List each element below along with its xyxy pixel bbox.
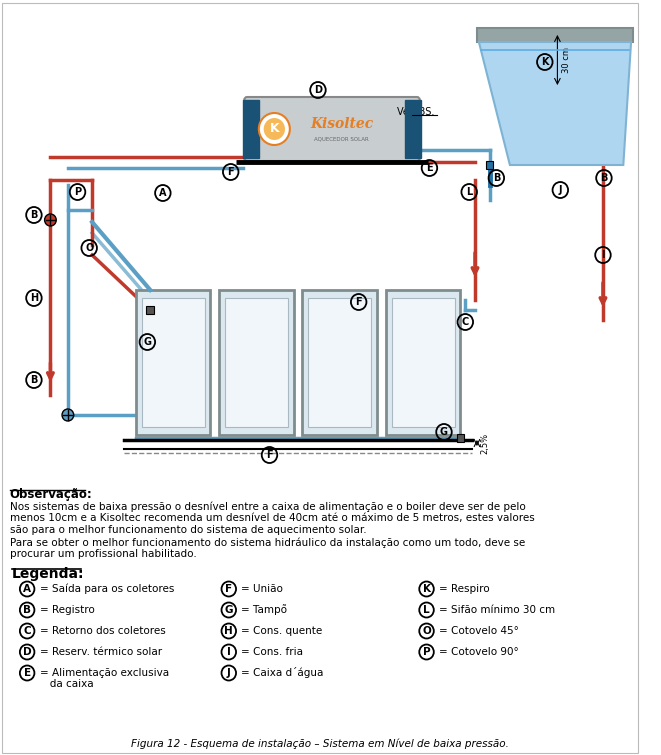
Text: A: A <box>23 584 31 594</box>
Bar <box>146 306 154 314</box>
Text: F: F <box>225 584 232 594</box>
Text: = Cotovelo 45°: = Cotovelo 45° <box>439 626 519 636</box>
Text: I: I <box>602 250 605 260</box>
Text: J: J <box>559 185 562 195</box>
Text: procurar um profissional habilitado.: procurar um profissional habilitado. <box>10 549 196 559</box>
Text: = Cons. fria: = Cons. fria <box>241 647 303 657</box>
Circle shape <box>259 113 290 145</box>
Text: OBS.: OBS. <box>412 107 436 117</box>
Text: O: O <box>85 243 93 253</box>
Bar <box>391 298 455 427</box>
Text: = Retorno dos coletores: = Retorno dos coletores <box>40 626 165 636</box>
Bar <box>303 290 377 435</box>
Circle shape <box>44 214 56 226</box>
Text: Observação:: Observação: <box>10 488 93 501</box>
Text: E: E <box>24 668 30 678</box>
Text: são para o melhor funcionamento do sistema de aquecimento solar.: são para o melhor funcionamento do siste… <box>10 525 366 535</box>
Text: = União: = União <box>241 584 284 594</box>
Bar <box>136 290 210 435</box>
Text: K: K <box>422 584 430 594</box>
Text: C: C <box>23 626 31 636</box>
Bar <box>219 290 293 435</box>
Text: 30 cm: 30 cm <box>563 47 571 73</box>
Bar <box>225 298 288 427</box>
Text: B: B <box>30 210 38 220</box>
Text: = Cotovelo 90°: = Cotovelo 90° <box>439 647 519 657</box>
Text: = Tampõ: = Tampõ <box>241 605 288 615</box>
Text: da caixa: da caixa <box>40 679 93 689</box>
Text: Para se obter o melhor funcionamento do sistema hidráulico da instalação como um: Para se obter o melhor funcionamento do … <box>10 537 525 547</box>
Text: J: J <box>227 668 231 678</box>
Text: = Alimentação exclusiva: = Alimentação exclusiva <box>40 668 169 678</box>
FancyBboxPatch shape <box>245 97 420 161</box>
Text: = Reserv. térmico solar: = Reserv. térmico solar <box>40 647 162 657</box>
Text: K: K <box>541 57 549 67</box>
Text: = Cons. quente: = Cons. quente <box>241 626 323 636</box>
Circle shape <box>62 409 73 421</box>
Polygon shape <box>477 28 633 42</box>
Bar <box>405 100 420 158</box>
Text: D: D <box>23 647 32 657</box>
Bar <box>308 298 371 427</box>
Text: G: G <box>440 427 448 437</box>
Text: F: F <box>227 167 234 177</box>
Bar <box>486 161 493 169</box>
Text: H: H <box>224 626 233 636</box>
Text: Figura 12 - Esquema de instalação – Sistema em Nível de baixa pressão.: Figura 12 - Esquema de instalação – Sist… <box>131 738 509 749</box>
Text: = Caixa d´água: = Caixa d´água <box>241 667 324 679</box>
Text: I: I <box>227 647 231 657</box>
Text: Legenda:: Legenda: <box>12 567 84 581</box>
Bar <box>243 100 259 158</box>
Bar <box>386 290 461 435</box>
Text: Kisoltec: Kisoltec <box>310 117 373 131</box>
Text: = Saída para os coletores: = Saída para os coletores <box>40 584 174 594</box>
Text: C: C <box>461 317 469 327</box>
Text: = Registro: = Registro <box>40 605 95 615</box>
Text: Ver: Ver <box>397 107 416 117</box>
Text: G: G <box>225 605 233 615</box>
Text: F: F <box>356 297 362 307</box>
Text: B: B <box>23 605 31 615</box>
Text: 2,5%: 2,5% <box>481 433 490 454</box>
Circle shape <box>264 118 285 140</box>
Text: B: B <box>30 375 38 385</box>
Text: L: L <box>423 605 430 615</box>
Text: B: B <box>600 173 607 183</box>
Text: D: D <box>314 85 322 95</box>
Text: G: G <box>143 337 151 347</box>
Polygon shape <box>479 42 631 165</box>
Text: O: O <box>422 626 431 636</box>
Bar <box>457 434 464 442</box>
Text: F: F <box>266 450 273 460</box>
Text: A: A <box>159 188 167 198</box>
Text: K: K <box>270 122 279 135</box>
Text: = Respiro: = Respiro <box>439 584 490 594</box>
Text: L: L <box>466 187 473 197</box>
Text: AQUECEDOR SOLAR: AQUECEDOR SOLAR <box>315 137 369 141</box>
Text: H: H <box>30 293 38 303</box>
Text: P: P <box>423 647 430 657</box>
Text: = Sifão mínimo 30 cm: = Sifão mínimo 30 cm <box>439 605 555 615</box>
Text: B: B <box>492 173 500 183</box>
Text: menos 10cm e a Kisoltec recomenda um desnível de 40cm até o máximo de 5 metros, : menos 10cm e a Kisoltec recomenda um des… <box>10 513 535 523</box>
Text: Nos sistemas de baixa pressão o desnível entre a caixa de alimentação e o boiler: Nos sistemas de baixa pressão o desnível… <box>10 501 525 511</box>
Bar <box>141 298 204 427</box>
Text: E: E <box>426 163 433 173</box>
Text: P: P <box>74 187 81 197</box>
